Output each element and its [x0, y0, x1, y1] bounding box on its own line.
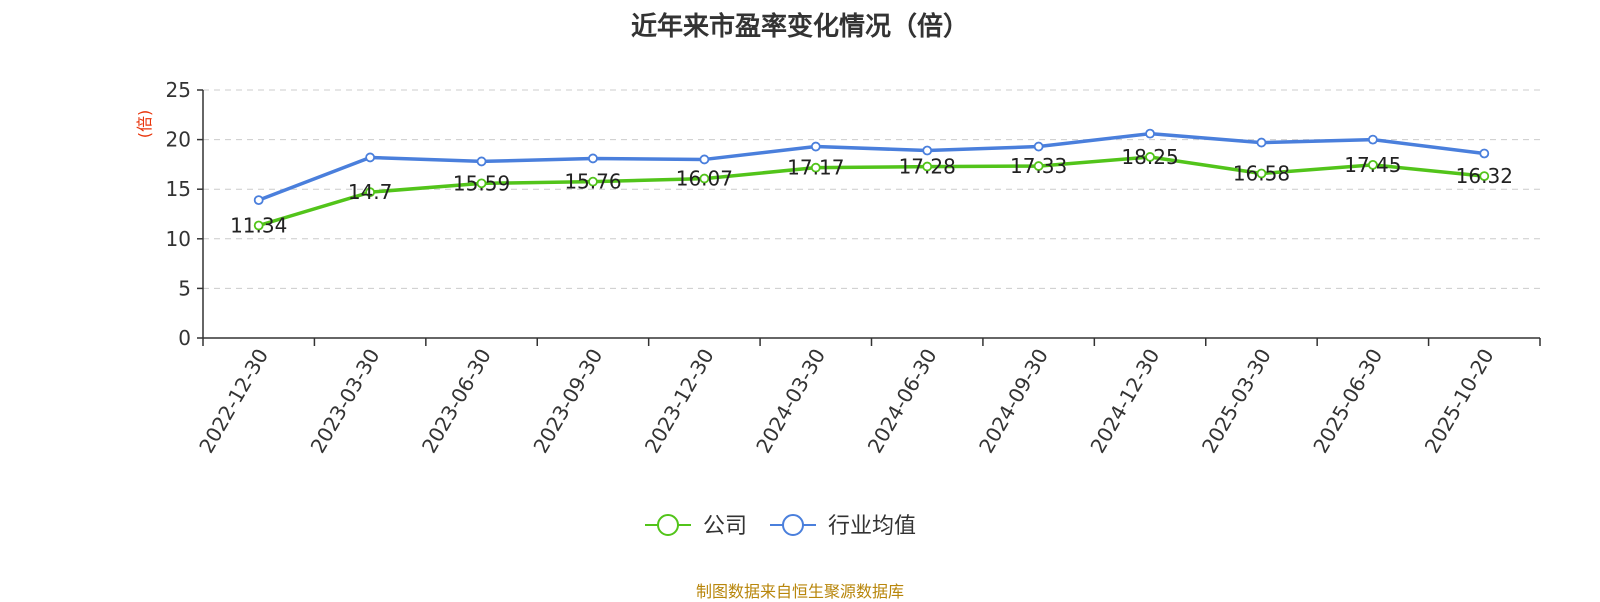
data-label: 16.07	[676, 167, 733, 191]
data-label: 16.32	[1456, 164, 1513, 188]
x-tick-label: 2025-10-20	[1420, 345, 1499, 458]
data-point	[922, 145, 933, 156]
legend-label: 行业均值	[828, 514, 916, 539]
x-tick-label: 2022-12-30	[194, 345, 273, 458]
y-tick-label: 10	[166, 227, 191, 251]
data-point	[699, 173, 710, 184]
legend-marker	[657, 514, 679, 536]
x-tick-label: 2024-09-30	[974, 345, 1053, 458]
data-point	[810, 162, 821, 173]
data-label: 15.76	[564, 170, 621, 194]
legend-label: 公司	[703, 514, 747, 539]
legend-marker	[782, 514, 804, 536]
x-tick-label: 2024-12-30	[1085, 345, 1164, 458]
data-point	[1033, 141, 1044, 152]
data-point	[588, 153, 598, 164]
data-point	[476, 156, 487, 167]
series-line-industry	[258, 131, 1485, 202]
data-point	[365, 187, 376, 198]
data-point	[1145, 152, 1155, 162]
x-tick-label: 2023-12-30	[640, 345, 719, 458]
data-label: 17.17	[787, 156, 844, 180]
x-tick-label: 2024-06-30	[863, 345, 942, 458]
data-point	[1367, 134, 1378, 145]
data-label: 18.25	[1121, 145, 1178, 169]
data-label: 14.7	[348, 180, 393, 204]
x-tick-label: 2025-06-30	[1308, 345, 1387, 458]
y-tick-label: 15	[166, 177, 191, 201]
x-tick-label: 2023-06-30	[417, 345, 496, 458]
y-tick-label: 0	[178, 326, 191, 350]
data-point	[1479, 171, 1490, 182]
data-point	[1256, 137, 1267, 148]
data-point	[810, 141, 821, 152]
y-tick-label: 5	[178, 276, 191, 300]
data-point	[1145, 128, 1155, 139]
x-tick-label: 2025-03-30	[1197, 345, 1276, 458]
data-point	[253, 220, 264, 231]
series-line-company	[258, 155, 1485, 228]
y-tick-label: 20	[166, 128, 191, 152]
data-label: 15.59	[453, 171, 510, 195]
data-point	[1256, 168, 1267, 179]
x-tick-label: 2023-09-30	[528, 345, 607, 458]
data-point	[1367, 159, 1378, 170]
data-label: 17.33	[1010, 154, 1067, 178]
data-point	[922, 161, 933, 172]
x-tick-label: 2024-03-30	[751, 345, 830, 458]
data-source-footer: 制图数据来自恒生聚源数据库	[695, 582, 904, 601]
data-point	[476, 178, 487, 189]
data-point	[1479, 148, 1490, 159]
data-label: 17.28	[899, 155, 956, 179]
chart-title: 近年来市盈率变化情况（倍）	[630, 12, 969, 42]
data-point	[699, 154, 710, 165]
data-label: 16.58	[1233, 162, 1290, 186]
data-point	[253, 195, 264, 206]
x-tick-label: 2023-03-30	[306, 345, 385, 458]
data-label: 11.34	[230, 214, 287, 238]
data-point	[365, 152, 376, 163]
data-point	[1033, 161, 1044, 171]
y-tick-label: 25	[166, 78, 191, 102]
data-label: 17.45	[1344, 153, 1401, 177]
data-point	[588, 176, 598, 187]
y-axis-label: (倍)	[135, 110, 154, 139]
